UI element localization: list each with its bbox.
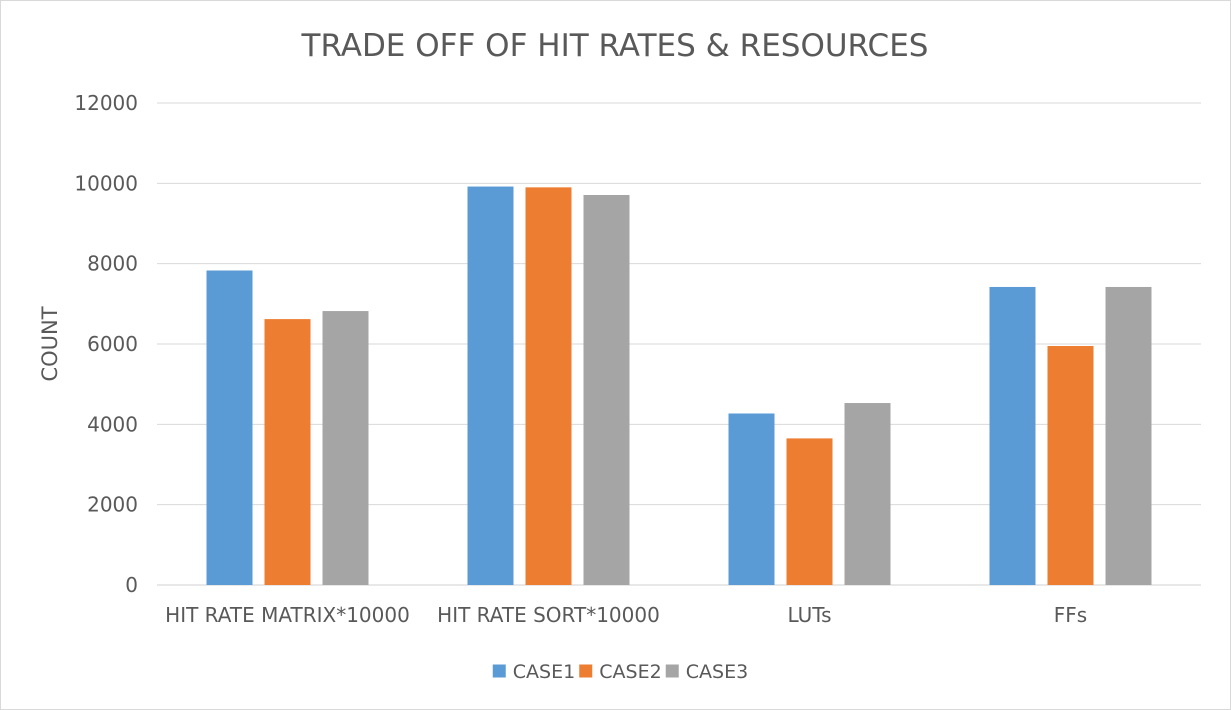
y-tick-label: 8000 <box>87 252 138 276</box>
bar-case1-3 <box>989 286 1036 585</box>
x-category-label: HIT RATE MATRIX*10000 <box>165 603 410 627</box>
y-axis-ticks: 0 2000 4000 6000 8000 10000 12000 <box>74 91 138 597</box>
y-tick-label: 0 <box>125 573 138 597</box>
legend-swatch-case1 <box>492 664 506 678</box>
bar-case1-0 <box>206 270 253 585</box>
bar-case3-1 <box>583 194 630 585</box>
y-tick-label: 4000 <box>87 412 138 436</box>
legend-swatch-case2 <box>579 664 593 678</box>
legend-label-case1: CASE1 <box>513 661 575 683</box>
bar-case3-0 <box>322 311 369 585</box>
legend-label-case3: CASE3 <box>686 661 748 683</box>
x-category-label: LUTs <box>787 603 831 627</box>
bar-case3-2 <box>844 403 891 585</box>
bars <box>206 186 1152 585</box>
x-category-label: FFs <box>1054 603 1087 627</box>
bar-case1-2 <box>728 413 775 585</box>
y-tick-label: 12000 <box>74 91 138 115</box>
legend: CASE1 CASE2 CASE3 <box>492 661 748 683</box>
y-tick-label: 2000 <box>87 493 138 517</box>
bar-case2-0 <box>264 319 311 585</box>
y-axis-title: COUNT <box>38 306 62 381</box>
legend-label-case2: CASE2 <box>599 661 661 683</box>
x-category-label: HIT RATE SORT*10000 <box>437 603 660 627</box>
y-tick-label: 6000 <box>87 332 138 356</box>
y-tick-label: 10000 <box>74 171 138 195</box>
bar-case1-1 <box>467 186 514 585</box>
bar-case2-1 <box>525 187 572 585</box>
legend-swatch-case3 <box>665 664 679 678</box>
bar-case3-3 <box>1105 286 1152 585</box>
chart-title: TRADE OFF OF HIT RATES & RESOURCES <box>301 28 929 64</box>
bar-case2-3 <box>1047 346 1094 585</box>
bar-case2-2 <box>786 438 833 585</box>
x-axis-labels: HIT RATE MATRIX*10000 HIT RATE SORT*10000… <box>165 603 1087 627</box>
gridlines <box>157 102 1201 586</box>
